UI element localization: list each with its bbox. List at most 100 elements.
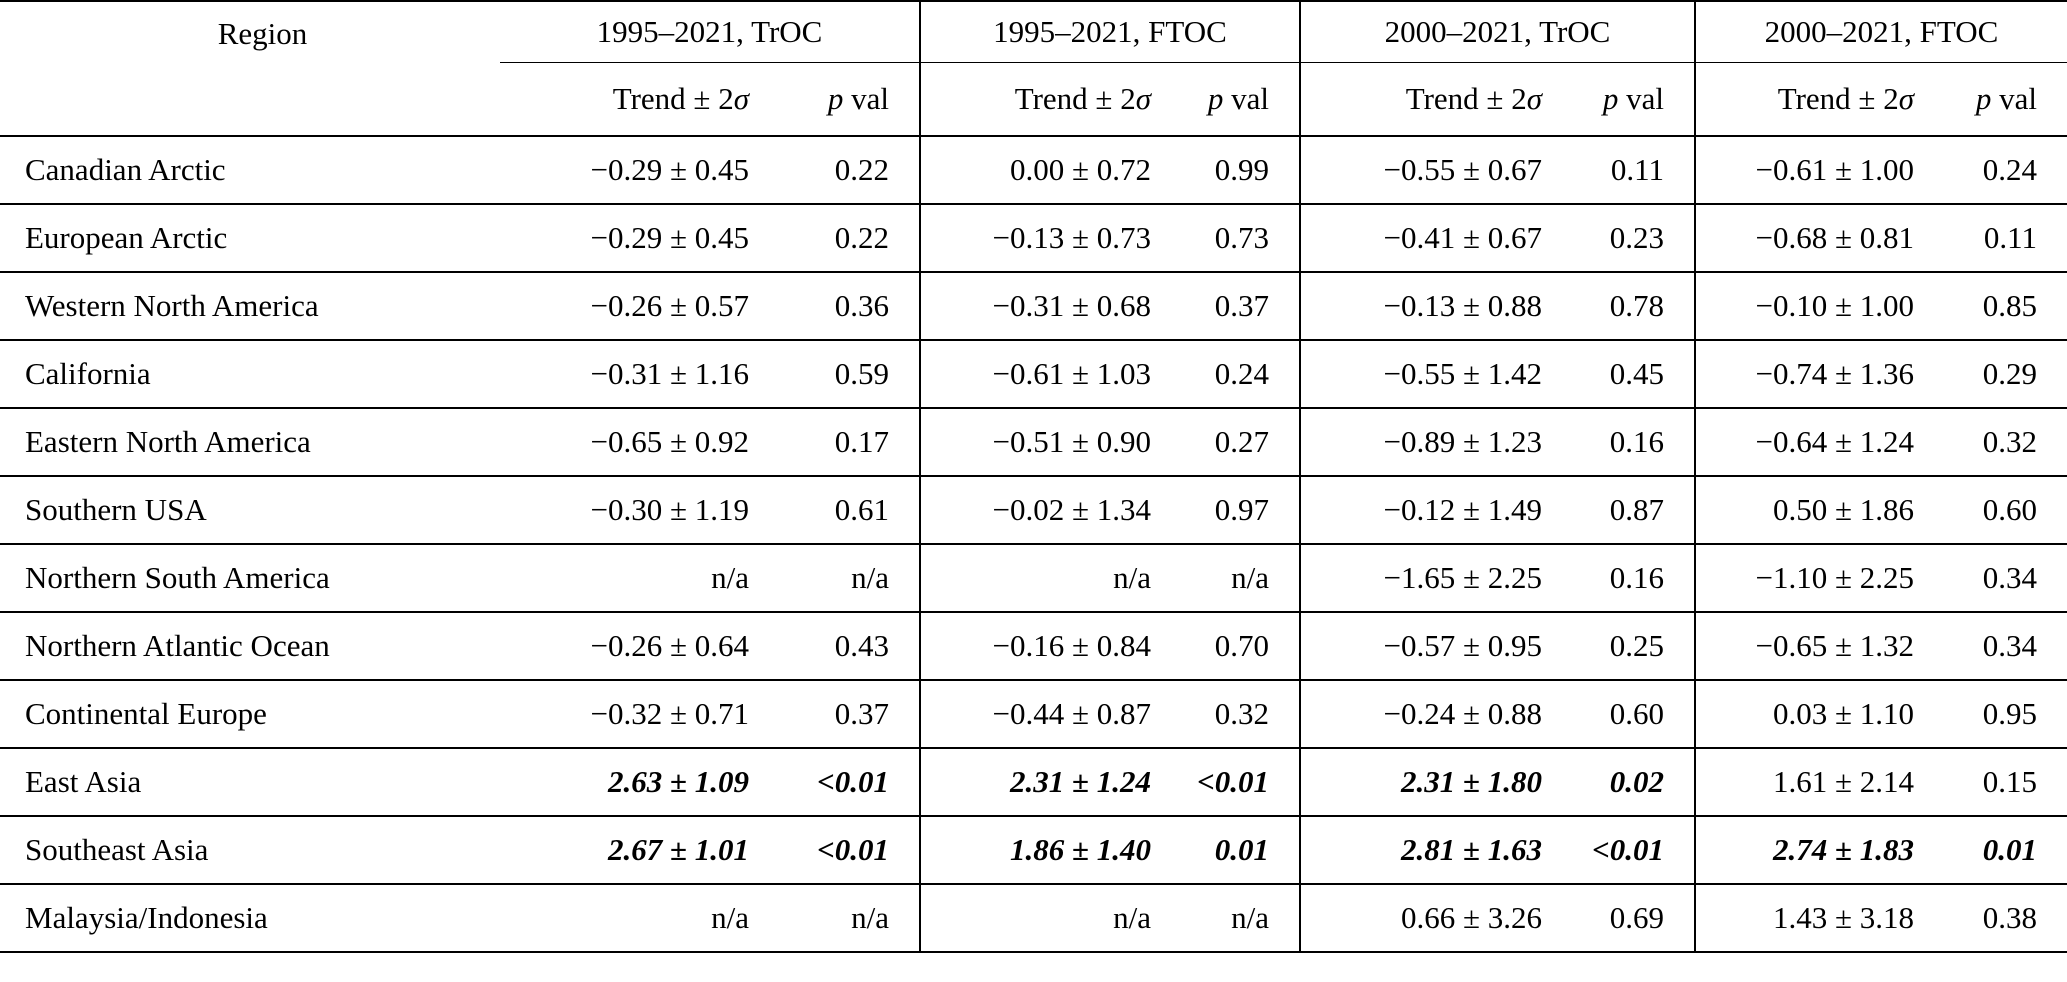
trend-cell-1995-troc: −0.31 ± 1.16	[590, 356, 750, 391]
sigma-symbol: σ	[1898, 81, 1914, 116]
trend-cell-1995-troc: −0.29 ± 0.45	[590, 152, 750, 187]
trend-cell-2000-troc: 2.81 ± 1.63	[1299, 816, 1548, 884]
trend-cell-2000-troc: −0.41 ± 0.67	[1299, 204, 1548, 272]
trend-cell-2000-troc: −0.12 ± 1.49	[1299, 476, 1548, 544]
trend-cell-2000-ftoc: −1.10 ± 2.25	[1694, 544, 1920, 612]
region-cell: Northern Atlantic Ocean	[25, 628, 330, 663]
trend-cell-2000-ftoc: 1.43 ± 3.18	[1694, 884, 1920, 952]
pval-cell-1995-ftoc: n/a	[1231, 900, 1269, 935]
trend-cell-1995-ftoc: −0.13 ± 0.73	[919, 204, 1157, 272]
pval-cell-2000-ftoc: 0.95	[1982, 696, 2037, 731]
pval-cell-1995-troc: n/a	[851, 560, 889, 595]
trend-subheader: Trend ± 2σ	[1694, 62, 1920, 136]
trend-cell-2000-troc: −0.89 ± 1.23	[1299, 408, 1548, 476]
table-row: Malaysia/Indonesia n/a n/a n/a n/a 0.66 …	[0, 884, 2067, 952]
table-row: Northern Atlantic Ocean −0.26 ± 0.64 0.4…	[0, 612, 2067, 680]
table-row: Western North America −0.26 ± 0.57 0.36 …	[0, 272, 2067, 340]
pval-cell-1995-ftoc: 0.01	[1214, 832, 1269, 867]
pval-cell-1995-ftoc: 0.73	[1214, 220, 1269, 255]
pval-cell-2000-ftoc: 0.24	[1982, 152, 2037, 187]
pval-cell-1995-ftoc: 0.27	[1214, 424, 1269, 459]
trend-cell-1995-ftoc: n/a	[919, 884, 1157, 952]
region-cell: Western North America	[25, 288, 319, 323]
group-header-1995-troc: 1995–2021, TrOC	[500, 1, 920, 63]
pval-cell-1995-troc: 0.43	[834, 628, 889, 663]
trend-cell-2000-ftoc: −0.64 ± 1.24	[1694, 408, 1920, 476]
trend-cell-2000-troc: 2.31 ± 1.80	[1299, 748, 1548, 816]
pval-cell-1995-ftoc: 0.32	[1214, 696, 1269, 731]
pval-cell-2000-ftoc: 0.38	[1982, 900, 2037, 935]
trend-cell-1995-troc: n/a	[711, 560, 749, 595]
region-column-header: Region	[217, 16, 308, 51]
table-row: Continental Europe −0.32 ± 0.71 0.37 −0.…	[0, 680, 2067, 748]
region-cell: East Asia	[25, 764, 142, 799]
pval-cell-1995-troc: <0.01	[817, 832, 889, 867]
pval-cell-2000-ftoc: 0.29	[1982, 356, 2037, 391]
pval-cell-2000-troc: 0.60	[1609, 696, 1664, 731]
trend-cell-2000-troc: −0.55 ± 1.42	[1299, 340, 1548, 408]
pval-cell-1995-troc: 0.36	[834, 288, 889, 323]
region-cell: European Arctic	[25, 220, 228, 255]
pval-subheader: p val	[1975, 81, 2037, 116]
region-cell: Eastern North America	[25, 424, 311, 459]
trend-cell-1995-ftoc: −0.31 ± 0.68	[919, 272, 1157, 340]
region-cell: Southern USA	[25, 492, 207, 527]
region-cell: Malaysia/Indonesia	[25, 900, 268, 935]
table-row: Southern USA −0.30 ± 1.19 0.61 −0.02 ± 1…	[0, 476, 2067, 544]
trend-cell-1995-troc: −0.26 ± 0.57	[590, 288, 750, 323]
group-header-1995-ftoc: 1995–2021, FTOC	[919, 1, 1300, 63]
group-header-2000-ftoc: 2000–2021, FTOC	[1694, 1, 2067, 63]
table-row: East Asia 2.63 ± 1.09 <0.01 2.31 ± 1.24 …	[0, 748, 2067, 816]
pval-cell-2000-troc: 0.16	[1609, 560, 1664, 595]
region-cell: Continental Europe	[25, 696, 267, 731]
pval-subheader: p val	[827, 81, 889, 116]
pval-cell-2000-troc: 0.11	[1610, 152, 1664, 187]
trend-cell-2000-ftoc: 2.74 ± 1.83	[1694, 816, 1920, 884]
pval-cell-2000-troc: <0.01	[1592, 832, 1664, 867]
trend-cell-1995-ftoc: −0.16 ± 0.84	[919, 612, 1157, 680]
pval-cell-1995-troc: 0.22	[834, 152, 889, 187]
pval-cell-2000-troc: 0.69	[1609, 900, 1664, 935]
trend-cell-1995-troc: 2.63 ± 1.09	[607, 764, 749, 799]
trend-cell-2000-ftoc: 0.50 ± 1.86	[1694, 476, 1920, 544]
trend-cell-2000-ftoc: −0.10 ± 1.00	[1694, 272, 1920, 340]
trend-subheader: Trend ± 2σ	[1299, 62, 1548, 136]
table-header: Region 1995–2021, TrOC 1995–2021, FTOC 2…	[0, 1, 2067, 136]
trend-cell-1995-ftoc: −0.51 ± 0.90	[919, 408, 1157, 476]
pval-cell-1995-troc: 0.17	[834, 424, 889, 459]
pval-subheader: p val	[1602, 81, 1664, 116]
trend-cell-1995-troc: 2.67 ± 1.01	[607, 832, 749, 867]
region-cell: Northern South America	[25, 560, 330, 595]
pval-cell-1995-ftoc: 0.37	[1214, 288, 1269, 323]
pval-cell-1995-ftoc: 0.97	[1214, 492, 1269, 527]
region-cell: California	[25, 356, 151, 391]
pval-cell-2000-ftoc: 0.34	[1982, 560, 2037, 595]
pval-cell-2000-troc: 0.87	[1609, 492, 1664, 527]
table-row: Eastern North America −0.65 ± 0.92 0.17 …	[0, 408, 2067, 476]
sigma-symbol: σ	[733, 81, 749, 116]
table-row: Southeast Asia 2.67 ± 1.01 <0.01 1.86 ± …	[0, 816, 2067, 884]
table-row: European Arctic −0.29 ± 0.45 0.22 −0.13 …	[0, 204, 2067, 272]
trend-cell-1995-troc: −0.65 ± 0.92	[590, 424, 750, 459]
trend-cell-1995-troc: −0.26 ± 0.64	[590, 628, 750, 663]
trend-cell-2000-ftoc: −0.61 ± 1.00	[1694, 136, 1920, 204]
trend-cell-2000-troc: −0.13 ± 0.88	[1299, 272, 1548, 340]
pval-cell-2000-ftoc: 0.01	[1982, 832, 2037, 867]
pval-cell-1995-troc: <0.01	[817, 764, 889, 799]
table-row: California −0.31 ± 1.16 0.59 −0.61 ± 1.0…	[0, 340, 2067, 408]
trend-cell-2000-troc: −0.55 ± 0.67	[1299, 136, 1548, 204]
pval-cell-1995-troc: 0.59	[834, 356, 889, 391]
trend-cell-1995-ftoc: 1.86 ± 1.40	[919, 816, 1157, 884]
trend-cell-2000-ftoc: −0.65 ± 1.32	[1694, 612, 1920, 680]
sigma-symbol: σ	[1135, 81, 1151, 116]
trend-cell-1995-ftoc: 0.00 ± 0.72	[919, 136, 1157, 204]
trend-cell-1995-troc: n/a	[711, 900, 749, 935]
pval-cell-2000-ftoc: 0.15	[1982, 764, 2037, 799]
trend-cell-1995-ftoc: n/a	[919, 544, 1157, 612]
pval-cell-2000-troc: 0.16	[1609, 424, 1664, 459]
region-cell: Southeast Asia	[25, 832, 209, 867]
trend-cell-1995-ftoc: −0.02 ± 1.34	[919, 476, 1157, 544]
trend-cell-2000-troc: −0.24 ± 0.88	[1299, 680, 1548, 748]
pval-cell-2000-ftoc: 0.85	[1982, 288, 2037, 323]
pval-cell-2000-troc: 0.23	[1609, 220, 1664, 255]
